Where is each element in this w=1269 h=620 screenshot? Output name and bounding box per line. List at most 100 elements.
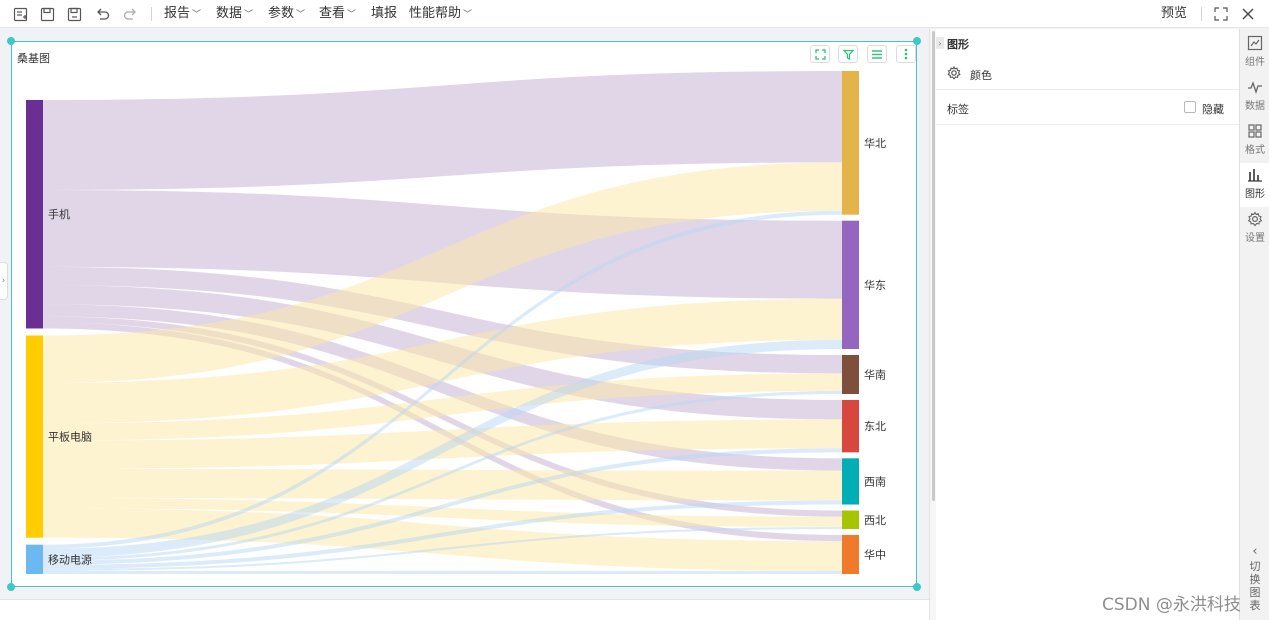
sankey-link[interactable] xyxy=(43,448,842,565)
sankey-chart-card[interactable]: 桑基图 手机 平板电脑 移动电源 华北 华东 华南 东北 西南 西北 华中 xyxy=(11,41,917,587)
format-icon xyxy=(1248,124,1262,138)
switch-label-char: 换 xyxy=(1249,573,1261,586)
save-icon[interactable] xyxy=(37,4,57,24)
selection-handle[interactable] xyxy=(7,37,15,45)
more-icon[interactable] xyxy=(896,45,916,63)
data-icon xyxy=(1248,81,1262,95)
switch-label-char: 图 xyxy=(1249,586,1261,599)
hide-label-checkbox[interactable] xyxy=(1184,101,1196,113)
sankey-node-label: 华北 xyxy=(864,136,886,150)
toolbar-divider xyxy=(151,7,152,21)
collapse-panel-icon[interactable]: › xyxy=(936,37,944,49)
expand-icon[interactable] xyxy=(810,45,830,63)
preview-button[interactable]: 预览 xyxy=(1161,6,1188,21)
label-label: 标签 xyxy=(947,103,969,116)
sankey-link[interactable] xyxy=(43,316,842,517)
chart-title: 桑基图 xyxy=(17,52,50,65)
new-file-icon[interactable] xyxy=(10,4,30,24)
chevron-left-icon: ‹ xyxy=(1252,544,1258,559)
panel-title: 图形 xyxy=(947,38,969,51)
nav-label: 设置 xyxy=(1245,233,1265,244)
sankey-link[interactable] xyxy=(43,498,842,527)
sankey-link[interactable] xyxy=(43,419,842,469)
nav-label: 数据 xyxy=(1245,101,1265,112)
nav-data[interactable]: 数据 xyxy=(1240,75,1269,119)
menu-report[interactable]: 报告 ﹀ xyxy=(164,6,202,21)
selection-handle[interactable] xyxy=(913,583,921,591)
sankey-link[interactable] xyxy=(43,189,842,299)
nav-component[interactable]: 组件 xyxy=(1240,31,1269,75)
sankey-node[interactable] xyxy=(842,354,859,394)
nav-settings[interactable]: 设置 xyxy=(1240,207,1269,251)
menu-data[interactable]: 数据 ﹀ xyxy=(216,6,254,21)
sankey-node-label: 西南 xyxy=(864,475,886,488)
menu-params[interactable]: 参数 ﹀ xyxy=(268,6,306,21)
fullscreen-icon[interactable] xyxy=(1211,4,1231,24)
sankey-link[interactable] xyxy=(43,508,842,571)
selection-handle[interactable] xyxy=(7,583,15,591)
filter-icon[interactable] xyxy=(838,45,858,63)
sankey-link[interactable] xyxy=(43,373,842,441)
menu-help[interactable]: 性能帮助 ﹀ xyxy=(409,6,473,21)
nav-format[interactable]: 格式 xyxy=(1240,119,1269,163)
sankey-link[interactable] xyxy=(43,210,842,549)
nav-graphic[interactable]: 图形 xyxy=(1240,163,1269,207)
sankey-node-label: 华南 xyxy=(864,367,886,381)
sankey-link[interactable] xyxy=(43,304,842,471)
scrollbar-thumb[interactable] xyxy=(932,31,935,501)
switch-label-char: 表 xyxy=(1249,599,1261,612)
sankey-node[interactable] xyxy=(842,458,859,505)
menu-view[interactable]: 查看 ﹀ xyxy=(319,6,357,21)
list-icon[interactable] xyxy=(867,45,887,63)
sankey-node-label: 华中 xyxy=(864,547,886,561)
save-as-icon[interactable] xyxy=(64,4,84,24)
selection-handle[interactable] xyxy=(913,37,921,45)
nav-label: 图形 xyxy=(1245,189,1265,200)
nav-label: 格式 xyxy=(1245,145,1265,156)
property-panel: › 图形 颜色 标签 隐藏 xyxy=(936,29,1239,620)
canvas-bottom-strip xyxy=(0,599,930,620)
switch-label-char: 切 xyxy=(1249,560,1261,573)
sankey-node[interactable] xyxy=(842,399,859,453)
sankey-link[interactable] xyxy=(43,390,842,561)
sankey-link[interactable] xyxy=(43,468,842,501)
gear-icon xyxy=(947,65,961,83)
nav-label: 组件 xyxy=(1245,57,1265,68)
hide-label-text: 隐藏 xyxy=(1202,103,1224,116)
sankey-link[interactable] xyxy=(43,570,842,574)
sankey-node[interactable] xyxy=(842,220,859,349)
panel-splitter[interactable] xyxy=(929,29,936,620)
settings-icon xyxy=(1247,211,1263,227)
sankey-link[interactable] xyxy=(43,162,842,383)
sankey-node[interactable] xyxy=(842,71,859,215)
toolbar: 报告 ﹀ 数据 ﹀ 参数 ﹀ 查看 ﹀ 填报 性能帮助 ﹀ 预览 xyxy=(0,0,1269,28)
redo-icon[interactable] xyxy=(120,4,140,24)
sankey-link[interactable] xyxy=(43,298,842,424)
watermark: CSDN @永洪科技 xyxy=(1102,595,1241,615)
right-nav: 组件 数据 格式 图形 设置 ‹ 切 换 图 表 xyxy=(1239,29,1269,620)
sankey-node-label: 西北 xyxy=(864,514,886,527)
undo-icon[interactable] xyxy=(92,4,112,24)
sankey-node-label: 华东 xyxy=(864,278,886,292)
graphic-icon xyxy=(1248,169,1262,182)
label-setting-row: 标签 隐藏 xyxy=(936,91,1239,125)
sankey-node[interactable] xyxy=(842,510,859,529)
toolbar-divider xyxy=(1201,7,1202,21)
sankey-link[interactable] xyxy=(43,500,842,569)
menu-fill[interactable]: 填报 xyxy=(371,6,398,21)
switch-chart-tab[interactable]: ‹ 切 换 图 表 xyxy=(1240,545,1269,617)
component-icon xyxy=(1247,35,1263,51)
close-icon[interactable] xyxy=(1238,4,1258,24)
sankey-link[interactable] xyxy=(43,526,842,571)
sankey-node[interactable] xyxy=(842,534,859,574)
sankey-link[interactable] xyxy=(43,339,842,558)
color-label: 颜色 xyxy=(970,69,992,82)
color-setting-row[interactable]: 颜色 xyxy=(936,58,1239,90)
sankey-node-label: 移动电源 xyxy=(48,552,92,566)
sankey-node[interactable] xyxy=(26,544,43,574)
sankey-link[interactable] xyxy=(43,71,842,190)
sankey-node[interactable] xyxy=(26,100,43,329)
left-panel-toggle[interactable]: › xyxy=(0,262,8,300)
sankey-node[interactable] xyxy=(26,335,43,538)
